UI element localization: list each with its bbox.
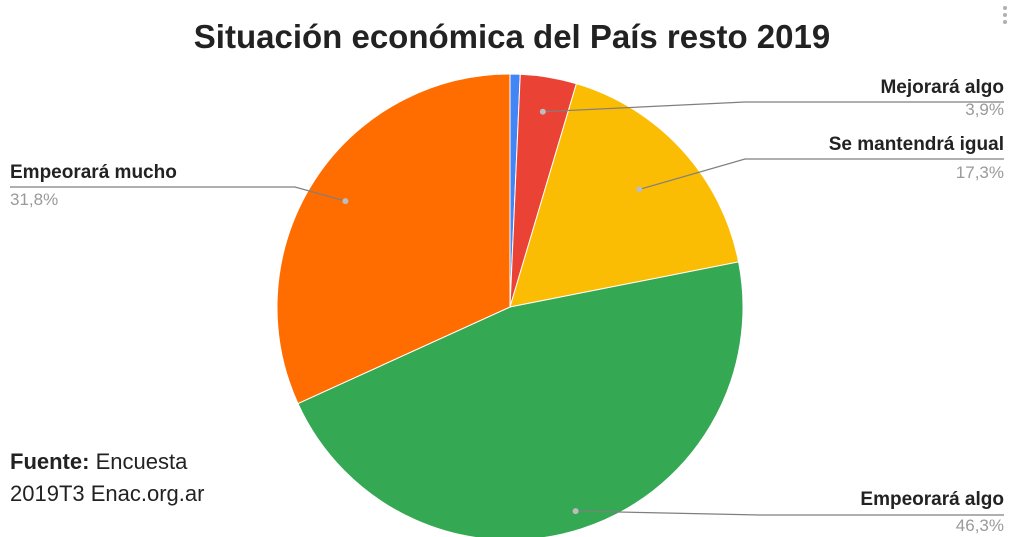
- leader-line: [10, 186, 346, 202]
- leader-line: [639, 158, 1004, 190]
- leader-dot: [342, 198, 349, 205]
- slice-value-label: 17,3%: [956, 163, 1004, 182]
- leader-line: [542, 101, 1004, 113]
- leader-dot: [636, 186, 643, 193]
- leader-dot: [539, 108, 546, 115]
- leader-line: [575, 510, 1004, 516]
- pie-slice-empeorar-algo: [297, 261, 744, 537]
- chart-title: Situación económica del País resto 2019: [194, 18, 830, 55]
- source-note: Fuente: Encuesta 2019T3 Enac.org.ar: [10, 446, 204, 510]
- leader-dot: [572, 508, 579, 515]
- source-text-line2: 2019T3 Enac.org.ar: [10, 481, 205, 506]
- slice-value-label: 3,9%: [965, 100, 1004, 119]
- slice-label: Se mantendrá igual: [829, 134, 1004, 155]
- slice-label: Mejorará algo: [880, 77, 1004, 98]
- slice-label: Empeorará mucho: [10, 162, 177, 183]
- slice-value-label: 31,8%: [10, 190, 58, 209]
- slice-value-label: 46,3%: [956, 516, 1004, 535]
- slice-label: Empeorará algo: [860, 489, 1004, 510]
- pie-slice-se-mantendr-igual: [509, 83, 740, 308]
- pie-slices: [276, 73, 744, 537]
- source-label: Fuente:: [10, 449, 90, 474]
- source-text-line1: Encuesta: [95, 449, 188, 474]
- more-options-icon[interactable]: [1001, 4, 1009, 30]
- slice-labels: Mejorará algo 3,9% Se mantendrá igual 17,3%…: [10, 77, 1004, 535]
- pie-slice-empeorar-mucho: [276, 73, 511, 405]
